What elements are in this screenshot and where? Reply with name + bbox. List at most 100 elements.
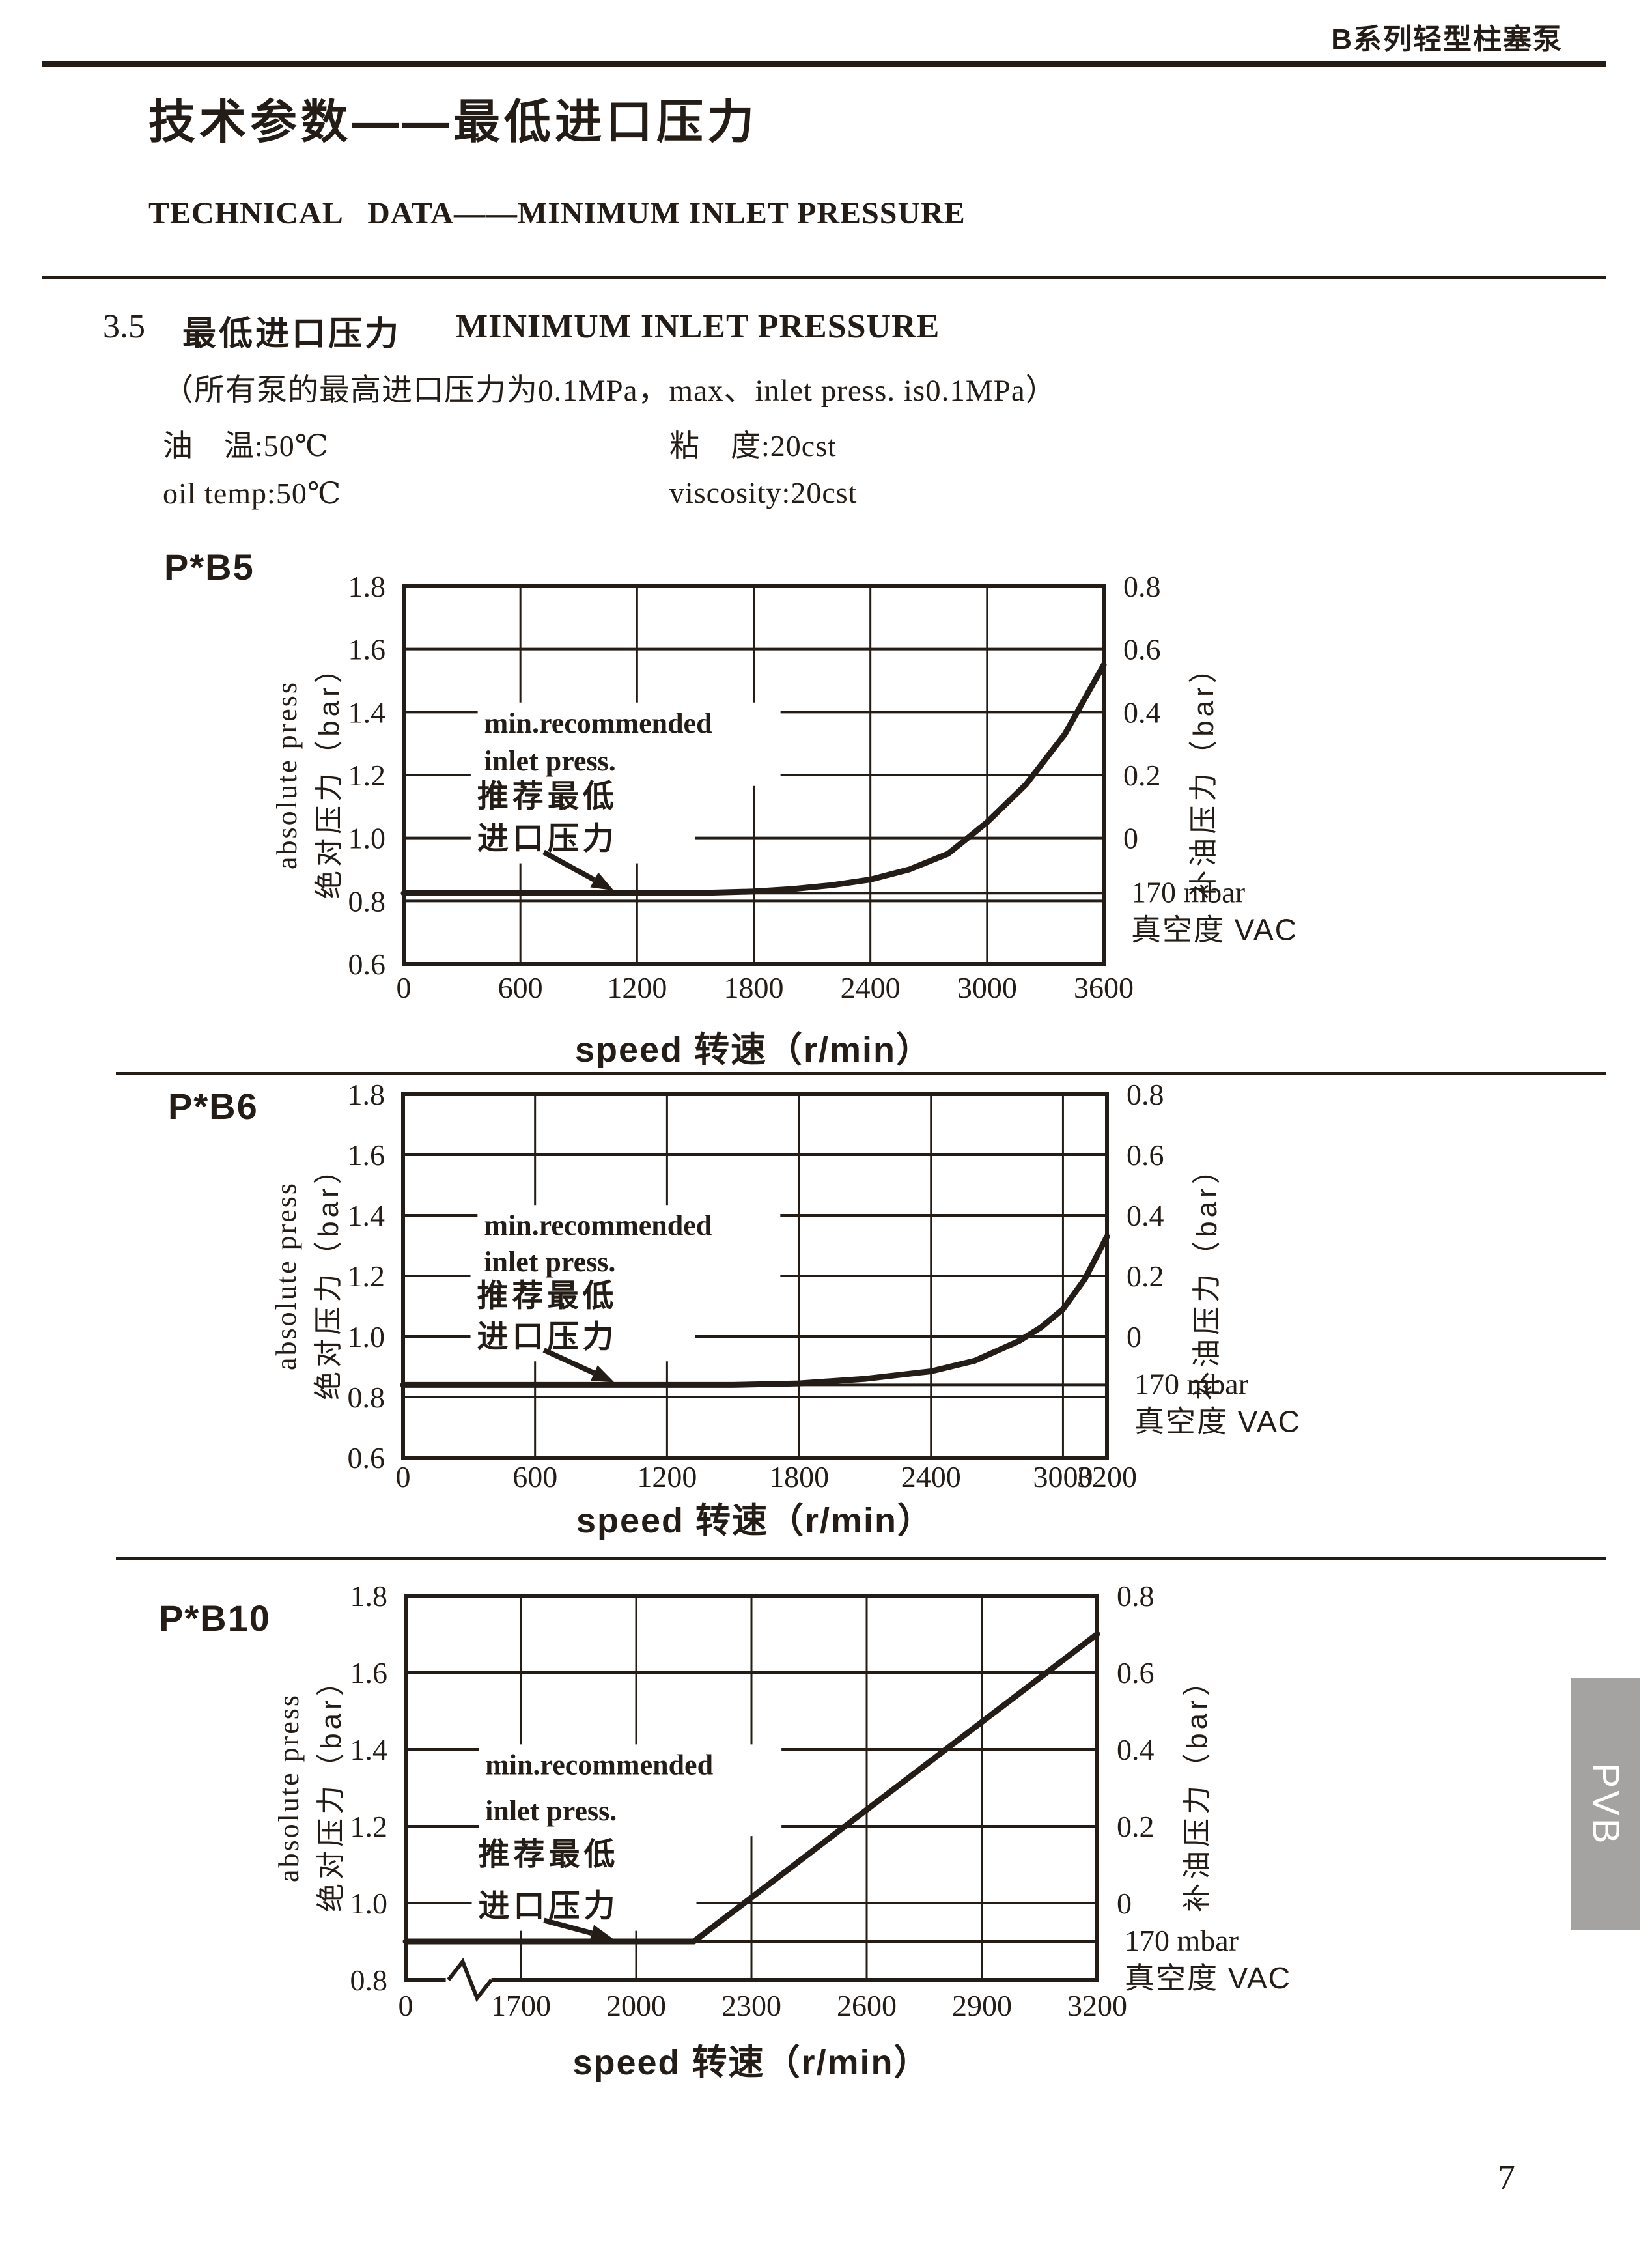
annotation-arrow xyxy=(543,1917,613,1941)
left-tick-label: 1.2 xyxy=(348,1260,385,1293)
x-axis-title: speed 转速（r/min） xyxy=(576,1501,934,1540)
x-axis-title: speed 转速（r/min） xyxy=(575,1030,932,1068)
section-number: 3.5 xyxy=(103,308,145,345)
plot-border xyxy=(404,1594,1099,1982)
right-tick-label: 0.4 xyxy=(1117,1733,1155,1766)
annotation-min-recommended: min.recommended xyxy=(484,707,712,739)
chart-title-pb5: P*B5 xyxy=(164,546,255,587)
x-tick-label: 2000 xyxy=(606,1989,666,2022)
right-tick-label: 0.2 xyxy=(1123,759,1161,792)
right-tick-label: 0 xyxy=(1123,822,1138,855)
divider-rule-2 xyxy=(116,1557,1606,1560)
left-axis-label-en: absolute press xyxy=(271,681,303,869)
x-tick-label: 3600 xyxy=(1074,971,1134,1004)
annotation-inlet-press: inlet press. xyxy=(484,1246,615,1278)
annotation-zh-line2: 进口压力 xyxy=(477,822,618,856)
title-rule xyxy=(42,276,1606,279)
left-tick-label: 1.0 xyxy=(348,1320,385,1353)
right-axis-label: 补油压力（bar） xyxy=(1181,1663,1213,1912)
left-tick-label: 0.8 xyxy=(348,1381,385,1414)
right-tick-label: 0.8 xyxy=(1123,570,1161,603)
x-tick-label: 1800 xyxy=(769,1460,829,1493)
viscosity-zh: 粘 度:20cst xyxy=(669,429,837,462)
left-tick-label: 1.8 xyxy=(348,570,386,603)
annotation-mask xyxy=(477,702,781,786)
left-tick-label: 0.6 xyxy=(348,1441,385,1475)
section-heading-zh: 最低进口压力 xyxy=(182,315,402,353)
page-title-zh: 技术参数——最低进口压力 xyxy=(148,96,759,148)
x-tick-label: 3000 xyxy=(1033,1460,1093,1493)
vacuum-label-vac: 真空度 VAC xyxy=(1134,1404,1301,1438)
chart-title-pb10: P*B10 xyxy=(159,1598,271,1639)
annotation-arrow xyxy=(542,1348,615,1383)
left-tick-label: 1.0 xyxy=(350,1887,388,1920)
x-tick-label: 2600 xyxy=(837,1989,897,2022)
left-axis-label-zh: 绝对压力（bar） xyxy=(313,1151,344,1400)
annotation-mask xyxy=(471,1832,697,1931)
x-axis-title: speed 转速（r/min） xyxy=(572,2043,930,2082)
left-tick-label: 1.4 xyxy=(350,1733,388,1766)
right-axis-label: 补油压力（bar） xyxy=(1191,1151,1223,1400)
chart-title-pb6: P*B6 xyxy=(168,1086,259,1127)
left-tick-label: 0.6 xyxy=(348,948,386,981)
annotation-zh-line1: 推荐最低 xyxy=(477,779,618,813)
x-tick-label: 3200 xyxy=(1067,1989,1127,2022)
x-tick-label: 1700 xyxy=(491,1989,551,2022)
annotation-zh-line1: 推荐最低 xyxy=(479,1837,619,1872)
annotation-min-recommended: min.recommended xyxy=(485,1749,713,1781)
left-axis-label-en: absolute press xyxy=(270,1181,302,1370)
pressure-curve xyxy=(402,1631,1100,1945)
x-tick-label: 3200 xyxy=(1077,1460,1137,1493)
x-tick-label: 2400 xyxy=(841,971,901,1004)
viscosity-en: viscosity:20cst xyxy=(669,476,858,509)
left-tick-label: 1.8 xyxy=(348,1078,385,1111)
divider-rule-1 xyxy=(116,1072,1606,1075)
x-tick-label: 2900 xyxy=(952,1989,1012,2022)
left-tick-label: 1.2 xyxy=(350,1810,388,1843)
annotation-zh-line2: 进口压力 xyxy=(479,1889,619,1924)
left-tick-label: 1.6 xyxy=(350,1656,388,1689)
x-tick-label: 1200 xyxy=(637,1460,697,1493)
left-axis-label-zh: 绝对压力（bar） xyxy=(315,1663,347,1912)
x-tick-label: 600 xyxy=(512,1460,557,1493)
section-heading-en: MINIMUM INLET PRESSURE xyxy=(456,308,940,345)
annotation-arrow xyxy=(542,849,614,891)
plot-border xyxy=(401,1092,1109,1460)
x-tick-label: 2300 xyxy=(721,1989,781,2022)
x-tick-label: 0 xyxy=(397,971,412,1004)
right-tick-label: 0.4 xyxy=(1123,696,1161,729)
left-tick-label: 1.6 xyxy=(348,633,386,666)
annotation-mask xyxy=(477,1205,781,1288)
x-tick-label: 1200 xyxy=(607,971,667,1004)
x-tick-label: 0 xyxy=(399,1989,413,2022)
annotation-mask xyxy=(470,1273,695,1362)
vacuum-label-vac: 真空度 VAC xyxy=(1131,912,1298,946)
left-axis-label-zh: 绝对压力（bar） xyxy=(313,651,345,899)
annotation-min-recommended: min.recommended xyxy=(484,1209,712,1241)
pressure-curve xyxy=(400,1234,1110,1388)
left-tick-label: 0.8 xyxy=(350,1964,388,1997)
right-axis-label: 补油压力（bar） xyxy=(1188,651,1220,899)
vacuum-label-mbar: 170 mbar xyxy=(1131,875,1245,909)
header-brand: B系列轻型柱塞泵 xyxy=(1331,23,1563,55)
oil-temp-en: oil temp:50℃ xyxy=(163,477,342,510)
annotation-mask xyxy=(479,1744,782,1837)
right-tick-label: 0.8 xyxy=(1117,1579,1155,1613)
x-tick-label: 1800 xyxy=(724,971,784,1004)
side-tab: PVB xyxy=(1571,1678,1640,1930)
x-tick-label: 2400 xyxy=(901,1460,961,1493)
x-tick-label: 600 xyxy=(498,971,543,1004)
page-number: 7 xyxy=(1498,2158,1515,2197)
pressure-curve xyxy=(400,662,1107,896)
oil-temp-zh: 油 温:50℃ xyxy=(163,429,329,462)
left-tick-label: 1.4 xyxy=(348,696,386,729)
x-tick-label: 3000 xyxy=(957,971,1017,1004)
left-tick-label: 1.0 xyxy=(348,822,386,855)
section-note: （所有泵的最高进口压力为0.1MPa，max、inlet press. is0.… xyxy=(163,374,1057,408)
right-tick-label: 0.8 xyxy=(1127,1078,1164,1111)
vacuum-label-mbar: 170 mbar xyxy=(1134,1367,1248,1400)
page-title-en: TECHNICAL DATA——MINIMUM INLET PRESSURE xyxy=(148,196,966,231)
left-tick-label: 0.8 xyxy=(348,884,386,918)
